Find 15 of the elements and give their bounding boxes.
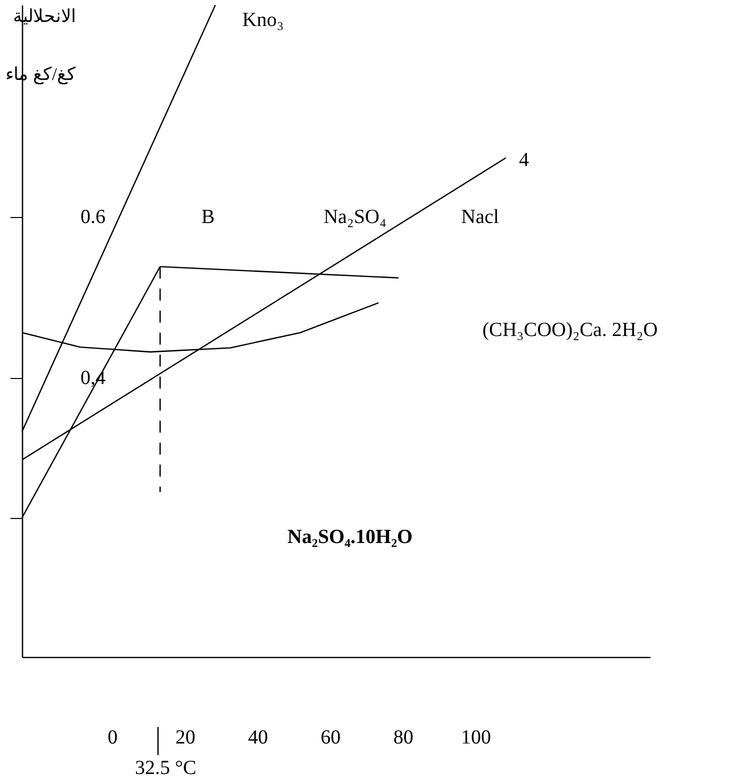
annotation: (CH₃COO)₂Ca. 2H₂O	[482, 319, 658, 341]
x-tick-label: 60	[320, 726, 341, 748]
y-tick-label: 0.6	[80, 206, 106, 228]
x-tick-label: 80	[393, 726, 414, 748]
x-tick-label: 100	[461, 726, 492, 748]
x-tick-label: 20	[175, 726, 196, 748]
annotation: Nacl	[461, 206, 500, 228]
x-tick-label: 40	[248, 726, 268, 748]
annotation: 4	[519, 149, 529, 171]
annotation: Kno₃	[242, 9, 284, 31]
text: 32.5 °C	[135, 757, 196, 779]
x-tick-label: 0	[108, 726, 118, 748]
annotation: Na₂SO₄	[324, 206, 386, 228]
annotation: Na₂SO₄.10H₂O	[287, 526, 413, 548]
annotation: B	[201, 206, 215, 228]
